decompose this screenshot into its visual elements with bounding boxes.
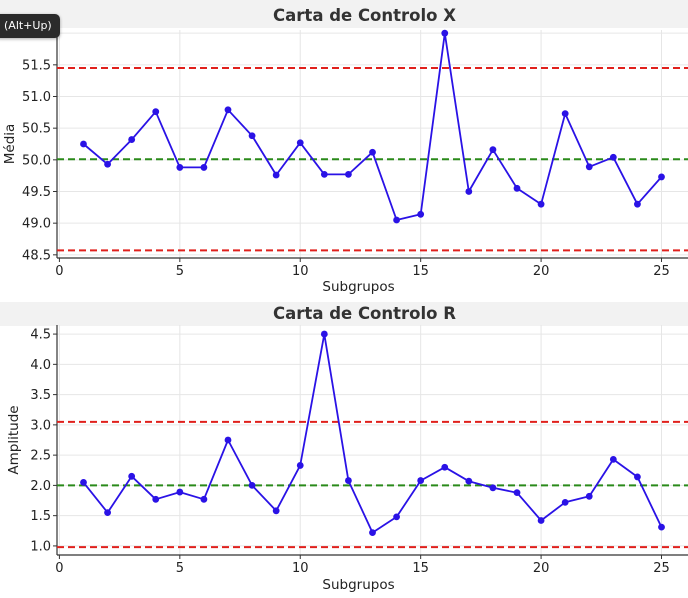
data-point bbox=[80, 478, 87, 486]
data-point bbox=[441, 463, 449, 471]
data-point bbox=[176, 164, 184, 171]
y-tick-label: 3.5 bbox=[30, 388, 51, 403]
x-tick-label: 15 bbox=[412, 561, 429, 576]
data-point bbox=[320, 330, 328, 338]
x-tick-label: 25 bbox=[653, 561, 670, 576]
y-axis-label: Média bbox=[2, 124, 18, 165]
data-point bbox=[248, 132, 256, 140]
y-tick-label: 48.5 bbox=[22, 248, 51, 263]
data-point bbox=[224, 436, 232, 444]
chart-title: Carta de Controlo X bbox=[273, 6, 456, 25]
data-point bbox=[272, 507, 280, 515]
data-point bbox=[200, 164, 208, 171]
data-point bbox=[441, 29, 449, 37]
data-point bbox=[465, 188, 473, 195]
y-tick-label: 2.0 bbox=[30, 479, 51, 494]
data-point bbox=[272, 171, 280, 179]
data-point bbox=[585, 492, 593, 500]
data-point bbox=[200, 495, 208, 503]
x-tick-label: 25 bbox=[653, 264, 670, 279]
x-tick-label: 10 bbox=[292, 264, 309, 279]
title-band bbox=[0, 0, 688, 28]
data-point bbox=[417, 210, 425, 218]
data-point bbox=[320, 171, 328, 178]
data-point bbox=[658, 523, 665, 531]
data-point bbox=[224, 106, 232, 114]
data-point bbox=[513, 489, 521, 497]
x-tick-label: 0 bbox=[55, 561, 63, 576]
x-axis-label: Subgrupos bbox=[322, 577, 394, 593]
data-point bbox=[369, 529, 376, 537]
x-tick-label: 20 bbox=[533, 264, 550, 279]
data-point bbox=[513, 184, 521, 192]
data-point bbox=[176, 488, 184, 496]
y-tick-label: 1.0 bbox=[30, 539, 51, 554]
x-tick-label: 0 bbox=[55, 264, 63, 279]
data-point bbox=[104, 509, 111, 517]
shortcut-tooltip: (Alt+Up) bbox=[0, 14, 60, 38]
x-tick-label: 10 bbox=[292, 561, 309, 576]
title-band bbox=[0, 302, 688, 326]
data-point bbox=[152, 108, 160, 116]
y-tick-label: 49.5 bbox=[22, 185, 51, 200]
y-tick-label: 50.5 bbox=[22, 122, 51, 137]
data-point bbox=[634, 200, 641, 208]
chart-2: 0 5 10 15 20 25 1.0 1.5 2.0 2.5 3.0 3.5 4.0 4.5 Carta … bbox=[0, 302, 688, 593]
data-point bbox=[489, 146, 497, 154]
data-point bbox=[561, 110, 569, 117]
data-point bbox=[609, 153, 617, 161]
data-point bbox=[634, 473, 641, 481]
data-point bbox=[345, 171, 352, 178]
data-point bbox=[128, 472, 136, 480]
data-point bbox=[104, 160, 111, 168]
y-tick-label: 3.0 bbox=[30, 418, 51, 433]
y-tick-label: 51.5 bbox=[22, 58, 51, 73]
data-point bbox=[537, 200, 545, 208]
x-axis-label: Subgrupos bbox=[322, 279, 394, 295]
x-tick-label: 5 bbox=[176, 561, 184, 576]
data-point bbox=[393, 216, 400, 224]
data-point bbox=[296, 462, 304, 469]
y-tick-label: 49.0 bbox=[22, 217, 51, 232]
y-tick-label: 51.0 bbox=[22, 90, 51, 105]
data-point bbox=[585, 163, 593, 171]
data-point bbox=[489, 484, 497, 492]
y-tick-label: 4.5 bbox=[30, 328, 51, 343]
data-point bbox=[537, 517, 545, 524]
data-point bbox=[80, 140, 87, 148]
data-point bbox=[561, 498, 569, 506]
chart-title: Carta de Controlo R bbox=[273, 304, 456, 323]
data-point bbox=[128, 136, 136, 143]
x-tick-label: 20 bbox=[533, 561, 550, 576]
y-axis-label: Amplitude bbox=[6, 405, 22, 474]
data-point bbox=[296, 139, 304, 147]
data-point bbox=[417, 477, 425, 484]
y-tick-label: 4.0 bbox=[30, 358, 51, 373]
y-tick-label: 1.5 bbox=[30, 509, 51, 524]
data-point bbox=[248, 481, 256, 489]
x-tick-label: 15 bbox=[412, 264, 429, 279]
y-tick-label: 50.0 bbox=[22, 153, 51, 168]
data-point bbox=[152, 495, 160, 503]
data-point bbox=[369, 148, 376, 156]
data-point bbox=[393, 513, 400, 521]
chart-1: 051015202548.549.049.550.050.551.051.552… bbox=[0, 0, 688, 295]
data-point bbox=[465, 477, 473, 485]
x-tick-label: 5 bbox=[176, 264, 184, 279]
data-point bbox=[345, 477, 352, 484]
data-point bbox=[658, 173, 665, 181]
y-tick-label: 2.5 bbox=[30, 449, 51, 464]
data-point bbox=[609, 455, 617, 463]
